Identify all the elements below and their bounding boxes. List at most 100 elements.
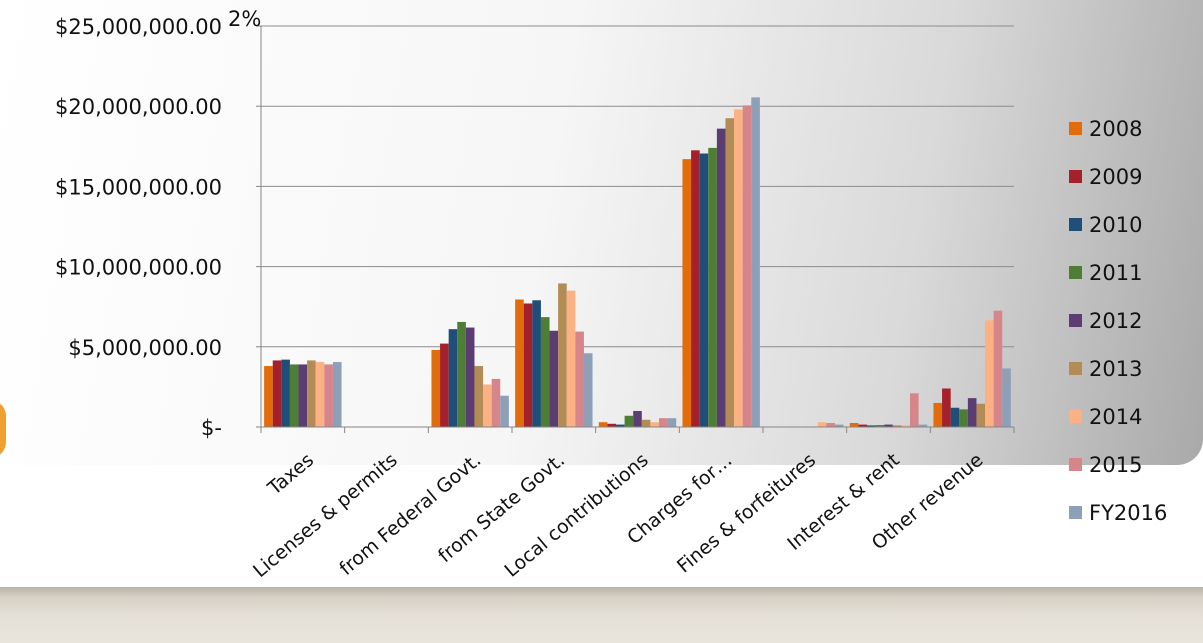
bar — [826, 422, 835, 427]
bar — [457, 321, 466, 427]
category-label: Local contributions — [500, 449, 652, 582]
category-label: Licenses & permits — [249, 449, 402, 582]
bar — [281, 359, 290, 427]
legend-swatch — [1069, 506, 1082, 519]
bar — [523, 303, 533, 427]
y-tick-label: $10,000,000.00 — [55, 256, 222, 280]
legend-label: 2013 — [1089, 357, 1142, 381]
bar — [659, 418, 668, 427]
bar — [491, 378, 501, 427]
x-tick-marks — [260, 427, 1015, 433]
gridlines — [261, 25, 1014, 348]
bar — [942, 388, 951, 427]
bar — [264, 366, 273, 427]
category-label: Fines & forfeitures — [673, 449, 820, 577]
bar — [976, 403, 986, 427]
legend-swatch — [1069, 458, 1082, 471]
bar — [967, 398, 977, 427]
bar — [691, 150, 700, 427]
bar — [583, 353, 593, 427]
chart-annotation: 2% — [228, 7, 261, 31]
bar — [650, 422, 659, 427]
bar — [751, 97, 760, 427]
bar — [298, 364, 308, 427]
bar — [515, 299, 524, 427]
legend-swatch — [1069, 314, 1082, 327]
bar — [500, 395, 509, 427]
legend-swatch — [1069, 122, 1082, 135]
bar — [933, 402, 943, 427]
legend-label: 2011 — [1089, 261, 1142, 285]
bar — [959, 409, 968, 427]
legend-swatch — [1069, 218, 1082, 231]
bar — [324, 364, 333, 427]
bar — [307, 360, 316, 427]
bar — [289, 364, 299, 427]
bar — [474, 366, 484, 427]
bar — [682, 159, 692, 427]
bar — [892, 425, 902, 427]
bar — [431, 350, 441, 427]
legend-label: 2009 — [1089, 165, 1142, 189]
bar — [950, 407, 960, 427]
bar — [708, 147, 717, 427]
y-tick-label: $20,000,000.00 — [55, 95, 222, 119]
bar — [993, 310, 1003, 427]
bar — [483, 384, 492, 427]
bar — [332, 362, 342, 427]
axes — [260, 26, 1014, 428]
bar — [918, 424, 928, 427]
bar — [734, 109, 743, 427]
legend: 2008 2009 2010 2011 2012 2013 2014 2015 FY2016 — [1069, 117, 1167, 525]
legend-swatch — [1069, 170, 1082, 183]
legend-label: 2010 — [1089, 213, 1142, 237]
bar — [448, 329, 458, 427]
bar — [849, 422, 859, 427]
y-tick-label: $25,000,000.00 — [55, 15, 222, 39]
bar — [867, 425, 876, 427]
legend-swatch — [1069, 362, 1082, 375]
bar — [699, 153, 709, 427]
bar — [575, 331, 584, 427]
bar — [875, 425, 885, 427]
bar — [532, 300, 541, 427]
legend-swatch — [1069, 410, 1082, 423]
bar — [884, 424, 893, 427]
bar — [1002, 368, 1011, 427]
bar — [641, 419, 651, 427]
bar — [858, 424, 867, 427]
bar — [315, 362, 325, 427]
bar — [910, 393, 919, 427]
bar — [566, 290, 576, 427]
bar — [465, 327, 475, 427]
bar — [540, 317, 550, 427]
footer-band — [0, 587, 1203, 643]
legend-label: 2014 — [1089, 405, 1142, 429]
bar — [985, 320, 994, 427]
bar — [607, 423, 616, 427]
bar — [440, 343, 449, 427]
bars — [264, 97, 1011, 428]
bar — [616, 424, 625, 427]
bar — [817, 422, 827, 427]
bar — [598, 422, 608, 427]
y-tick-labels: $- $5,000,000.00 $10,000,000.00 $15,000,000… — [55, 15, 261, 440]
legend-label: 2012 — [1089, 309, 1142, 333]
legend-label: 2015 — [1089, 453, 1142, 477]
bar — [624, 415, 634, 427]
bar — [549, 330, 559, 427]
bar — [834, 424, 844, 427]
bar — [633, 410, 642, 427]
category-label: from Federal Govt. — [335, 449, 485, 580]
bar — [272, 360, 282, 427]
bar — [742, 105, 752, 428]
y-tick-label: $5,000,000.00 — [68, 336, 222, 360]
bar — [558, 283, 567, 427]
y-tick-label: $- — [201, 416, 222, 440]
bar — [901, 425, 910, 427]
y-tick-label: $15,000,000.00 — [55, 175, 222, 199]
bar — [716, 128, 726, 427]
category-label: Taxes — [263, 449, 318, 500]
